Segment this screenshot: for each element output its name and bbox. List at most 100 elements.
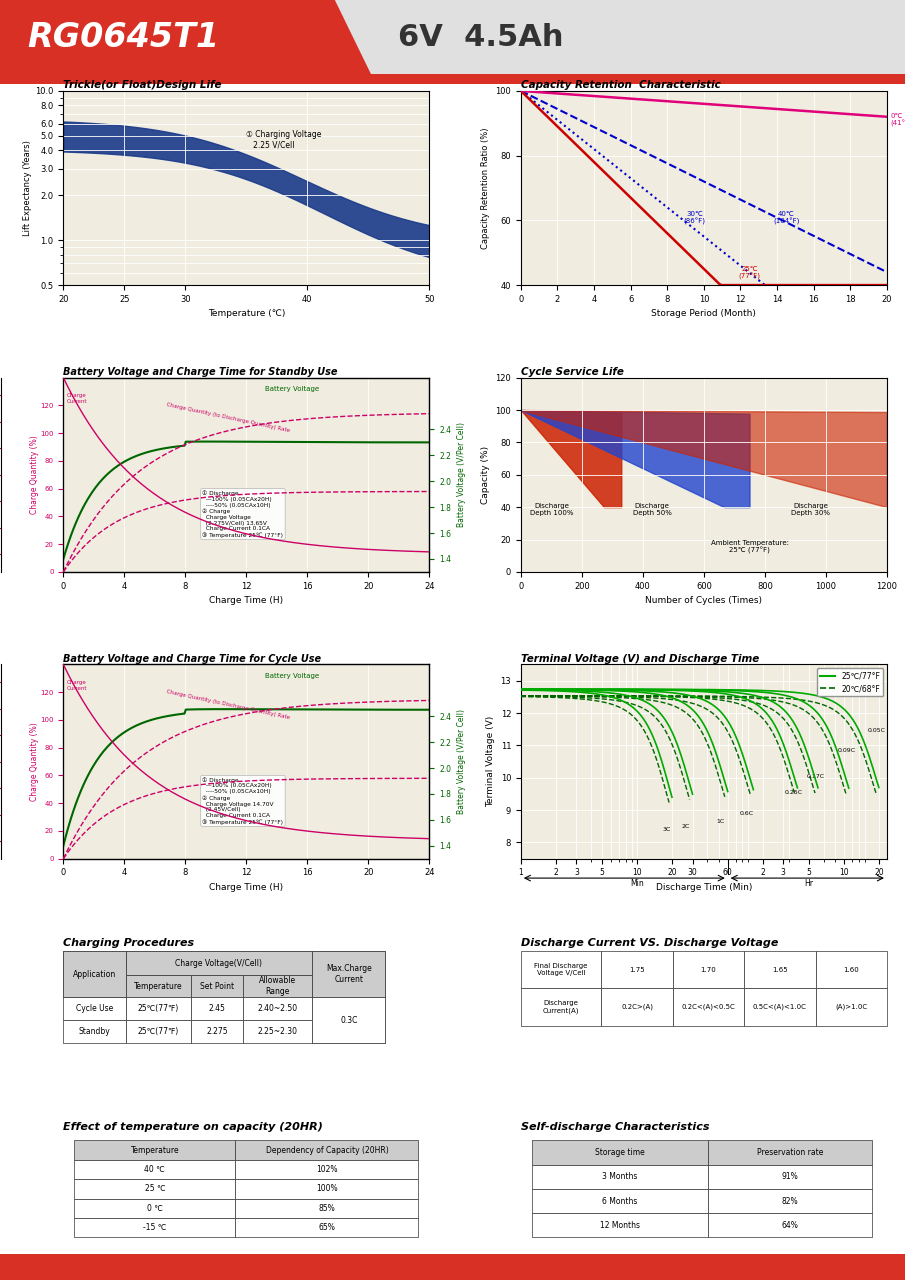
Text: 102%: 102%	[316, 1165, 338, 1174]
Bar	[192, 975, 243, 997]
Bar	[74, 1198, 235, 1219]
Text: Charging Procedures: Charging Procedures	[63, 938, 195, 947]
Text: Battery Voltage: Battery Voltage	[264, 673, 319, 680]
Text: Charge Quantity (to Discharge Quantity) Rate: Charge Quantity (to Discharge Quantity) …	[166, 689, 291, 719]
Text: (A)>1.0C: (A)>1.0C	[835, 1004, 867, 1010]
Text: 30℃
(86°F): 30℃ (86°F)	[684, 211, 706, 225]
Bar	[708, 1213, 872, 1238]
Bar	[235, 1219, 418, 1238]
Bar	[312, 997, 386, 1043]
Bar	[74, 1219, 235, 1238]
Text: Capacity Retention  Characteristic: Capacity Retention Characteristic	[521, 81, 720, 90]
Polygon shape	[0, 0, 371, 74]
Text: 0.3C: 0.3C	[340, 1015, 357, 1024]
Text: 2.275: 2.275	[206, 1027, 228, 1036]
Bar	[63, 975, 126, 997]
Text: 40℃
(104°F): 40℃ (104°F)	[773, 211, 799, 225]
Text: 25℃
(77°F): 25℃ (77°F)	[738, 266, 760, 280]
Bar	[243, 951, 312, 975]
Bar	[532, 1213, 708, 1238]
Bar	[744, 988, 815, 1027]
Text: 2.25~2.30: 2.25~2.30	[258, 1027, 298, 1036]
Text: 2.45: 2.45	[209, 1004, 225, 1012]
Text: Max.Charge
Current: Max.Charge Current	[326, 964, 372, 984]
Y-axis label: Capacity (%): Capacity (%)	[481, 445, 490, 504]
Bar	[74, 1160, 235, 1179]
Text: 82%: 82%	[782, 1197, 798, 1206]
Text: 0.5C<(A)<1.0C: 0.5C<(A)<1.0C	[753, 1004, 806, 1010]
Text: Charge
Current: Charge Current	[67, 680, 88, 691]
Text: Battery Voltage: Battery Voltage	[264, 387, 319, 392]
Text: Final Discharge
Voltage V/Cell: Final Discharge Voltage V/Cell	[535, 963, 588, 977]
Text: Charge Quantity (to Discharge Quantity) Rate: Charge Quantity (to Discharge Quantity) …	[166, 402, 291, 433]
Text: Discharge Current VS. Discharge Voltage: Discharge Current VS. Discharge Voltage	[521, 938, 778, 947]
Text: 65%: 65%	[319, 1224, 336, 1233]
Text: Hr: Hr	[805, 879, 814, 888]
Text: 6V  4.5Ah: 6V 4.5Ah	[398, 23, 564, 51]
Text: Temperature: Temperature	[134, 982, 183, 991]
Text: Self-discharge Characteristics: Self-discharge Characteristics	[521, 1123, 710, 1132]
Text: 0.2C<(A)<0.5C: 0.2C<(A)<0.5C	[681, 1004, 736, 1010]
Text: ① Charging Voltage
   2.25 V/Cell: ① Charging Voltage 2.25 V/Cell	[246, 129, 322, 150]
X-axis label: Storage Period (Month): Storage Period (Month)	[652, 310, 757, 319]
Text: Allowable
Range: Allowable Range	[259, 977, 296, 996]
Bar	[126, 1020, 192, 1043]
Bar	[243, 975, 312, 997]
Text: 0.05C: 0.05C	[868, 728, 886, 733]
Y-axis label: Capacity Retention Ratio (%): Capacity Retention Ratio (%)	[481, 127, 490, 248]
Text: 91%: 91%	[782, 1172, 798, 1181]
Text: Storage time: Storage time	[595, 1148, 644, 1157]
Text: Charge Voltage(V/Cell): Charge Voltage(V/Cell)	[115, 959, 202, 968]
Text: Preservation rate: Preservation rate	[757, 1148, 823, 1157]
Text: -15 ℃: -15 ℃	[143, 1224, 167, 1233]
Text: Trickle(or Float)Design Life: Trickle(or Float)Design Life	[63, 81, 222, 90]
Text: Discharge
Depth 50%: Discharge Depth 50%	[633, 503, 672, 516]
Bar	[521, 951, 602, 988]
Text: Charge
Current: Charge Current	[67, 393, 88, 404]
Bar	[815, 951, 887, 988]
Text: 100%: 100%	[316, 1184, 338, 1193]
Bar	[235, 1179, 418, 1198]
Text: Dependency of Capacity (20HR): Dependency of Capacity (20HR)	[265, 1146, 388, 1155]
Legend: 25℃/77°F, 20℃/68°F: 25℃/77°F, 20℃/68°F	[816, 668, 883, 696]
Bar	[192, 1020, 243, 1043]
Bar	[126, 997, 192, 1020]
Bar	[63, 951, 126, 997]
X-axis label: Discharge Time (Min): Discharge Time (Min)	[656, 883, 752, 892]
Text: 0.09C: 0.09C	[837, 748, 855, 753]
Text: Temperature: Temperature	[130, 1146, 179, 1155]
Text: 0℃
(41°F): 0℃ (41°F)	[891, 113, 905, 127]
Bar	[602, 988, 672, 1027]
Text: Battery Voltage and Charge Time for Cycle Use: Battery Voltage and Charge Time for Cycl…	[63, 654, 321, 663]
Bar	[672, 988, 744, 1027]
Bar	[532, 1189, 708, 1213]
Bar	[602, 951, 672, 988]
Bar	[312, 951, 386, 975]
Bar	[63, 997, 126, 1020]
Text: 25℃(77℉): 25℃(77℉)	[138, 1027, 179, 1036]
Text: 3 Months: 3 Months	[602, 1172, 637, 1181]
X-axis label: Temperature (℃): Temperature (℃)	[207, 310, 285, 319]
Y-axis label: Charge Quantity (%): Charge Quantity (%)	[30, 435, 39, 515]
Bar	[126, 951, 312, 975]
Text: 1.70: 1.70	[700, 966, 717, 973]
Bar	[708, 1189, 872, 1213]
X-axis label: Charge Time (H): Charge Time (H)	[209, 596, 283, 605]
Bar	[235, 1198, 418, 1219]
Bar	[708, 1140, 872, 1165]
Y-axis label: Battery Voltage (V/Per Cell): Battery Voltage (V/Per Cell)	[457, 709, 466, 814]
Text: 2.40~2.50: 2.40~2.50	[257, 1004, 298, 1012]
Text: 40 ℃: 40 ℃	[145, 1165, 166, 1174]
Text: Set Point: Set Point	[200, 982, 234, 991]
X-axis label: Number of Cycles (Times): Number of Cycles (Times)	[645, 596, 762, 605]
Bar	[235, 1140, 418, 1160]
Text: Application: Application	[72, 970, 116, 979]
Text: 3C: 3C	[662, 827, 672, 832]
Bar	[312, 1020, 386, 1043]
Bar	[532, 1140, 708, 1165]
Bar	[126, 975, 192, 997]
Text: 1C: 1C	[717, 819, 725, 824]
Text: Effect of temperature on capacity (20HR): Effect of temperature on capacity (20HR)	[63, 1123, 323, 1132]
Bar	[532, 1165, 708, 1189]
Text: Battery Voltage and Charge Time for Standby Use: Battery Voltage and Charge Time for Stan…	[63, 367, 338, 376]
